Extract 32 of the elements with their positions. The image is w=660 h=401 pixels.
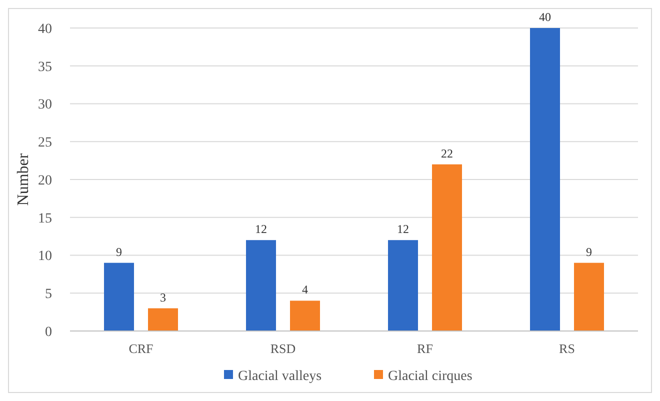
bar [530, 28, 560, 331]
data-label: 40 [539, 10, 551, 24]
bar [290, 300, 320, 331]
legend-label: Glacial valleys [238, 368, 322, 384]
y-tick-label: 5 [45, 287, 52, 302]
legend-label: Glacial cirques [388, 368, 472, 384]
bar [246, 240, 276, 331]
data-label: 22 [441, 146, 453, 160]
y-axis-title: Number [15, 152, 32, 206]
y-tick-label: 10 [38, 249, 52, 264]
bar [148, 308, 178, 331]
x-tick-label: RS [559, 341, 575, 356]
x-tick-label: RF [417, 341, 433, 356]
x-tick-label: CRF [128, 341, 154, 356]
data-label: 9 [116, 244, 122, 259]
y-tick-label: 35 [38, 60, 52, 75]
data-label: 9 [586, 244, 592, 259]
bar [104, 262, 134, 331]
data-label: 12 [255, 222, 267, 236]
data-label: 3 [160, 290, 166, 304]
bar [432, 164, 462, 331]
bar [574, 262, 604, 331]
y-tick-label: 20 [38, 173, 52, 188]
y-tick-label: 15 [38, 211, 52, 226]
data-label: 12 [397, 222, 409, 236]
y-tick-label: 0 [45, 324, 52, 340]
y-tick-label: 25 [38, 136, 52, 151]
y-tick-label: 30 [38, 98, 52, 113]
y-tick-label: 40 [38, 22, 52, 37]
x-tick-label: RSD [270, 341, 296, 356]
data-label: 4 [302, 282, 308, 297]
bar [388, 240, 418, 331]
